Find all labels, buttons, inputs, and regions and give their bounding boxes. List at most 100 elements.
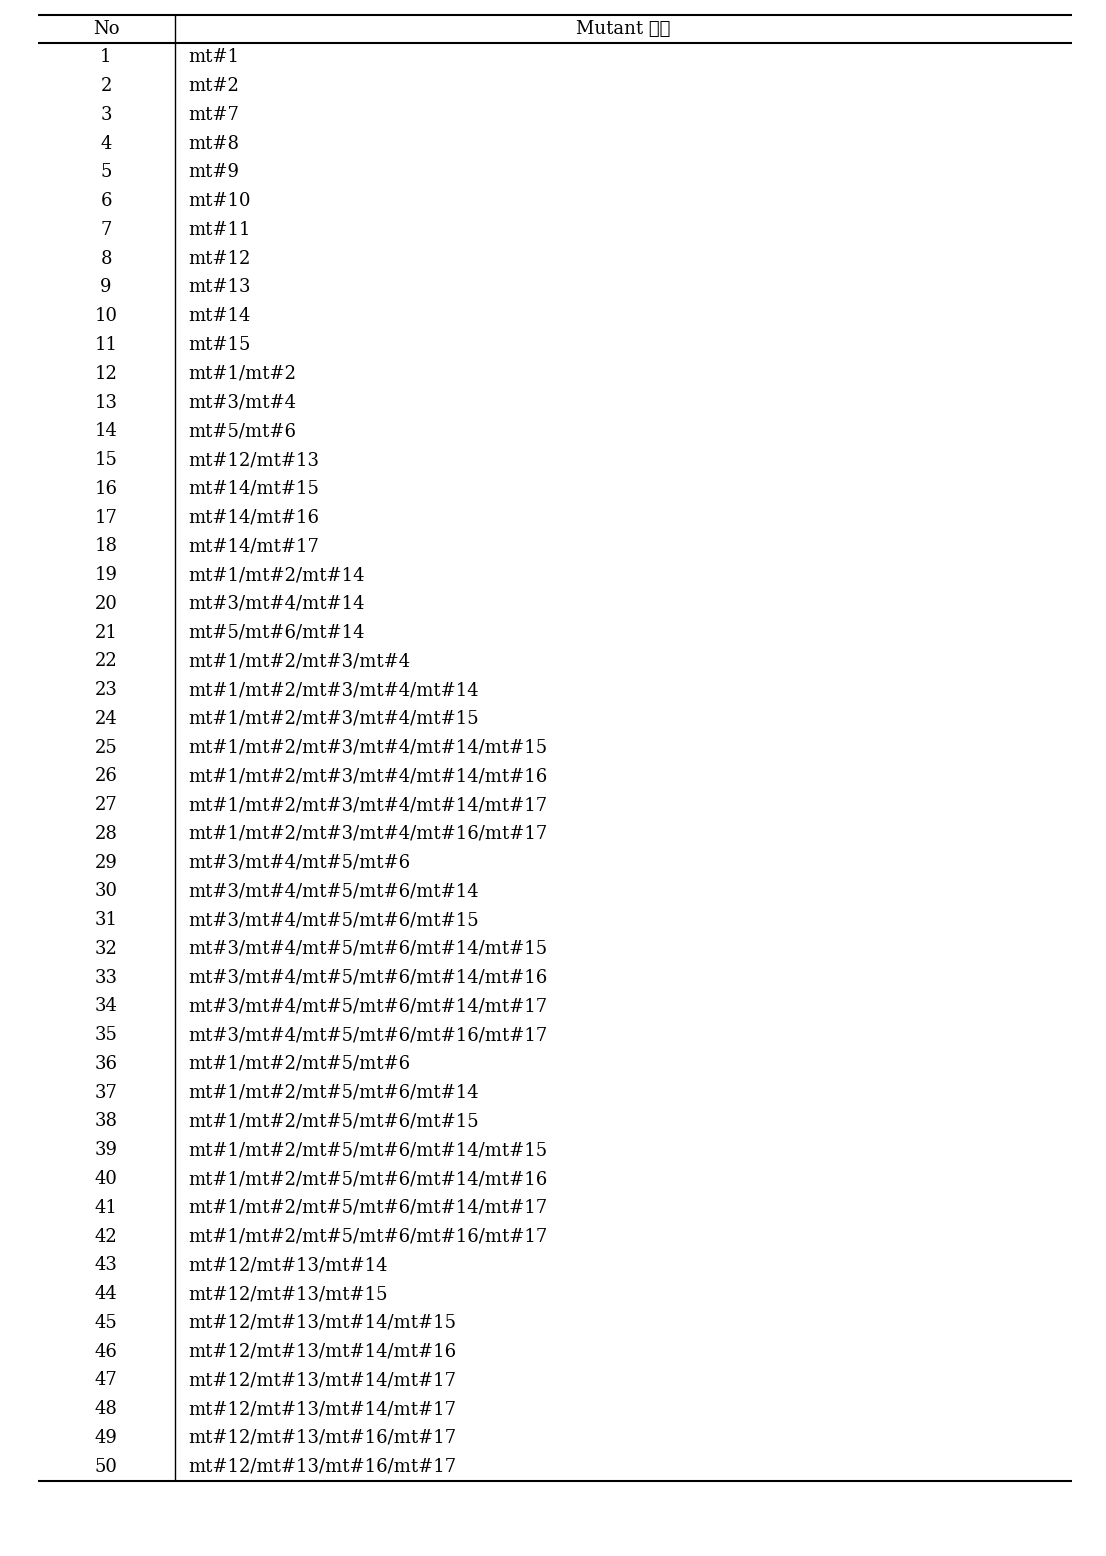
Text: 37: 37 (94, 1083, 117, 1102)
Text: mt#3/mt#4: mt#3/mt#4 (188, 394, 296, 411)
Text: 13: 13 (94, 394, 117, 411)
Text: mt#1/mt#2/mt#3/mt#4/mt#14: mt#1/mt#2/mt#3/mt#4/mt#14 (188, 682, 479, 699)
Text: mt#12/mt#13/mt#16/mt#17: mt#12/mt#13/mt#16/mt#17 (188, 1428, 456, 1447)
Text: mt#1/mt#2/mt#3/mt#4/mt#15: mt#1/mt#2/mt#3/mt#4/mt#15 (188, 710, 479, 728)
Text: 33: 33 (94, 969, 117, 987)
Text: mt#1/mt#2/mt#5/mt#6/mt#14/mt#16: mt#1/mt#2/mt#5/mt#6/mt#14/mt#16 (188, 1170, 547, 1189)
Text: 40: 40 (94, 1170, 117, 1189)
Text: mt#3/mt#4/mt#5/mt#6/mt#14/mt#15: mt#3/mt#4/mt#5/mt#6/mt#14/mt#15 (188, 940, 547, 958)
Text: 2: 2 (101, 78, 112, 95)
Text: 19: 19 (94, 566, 117, 584)
Text: 23: 23 (94, 682, 117, 699)
Text: Mutant 종류: Mutant 종류 (576, 20, 670, 37)
Text: 12: 12 (94, 364, 117, 383)
Text: 43: 43 (94, 1256, 117, 1274)
Text: 32: 32 (94, 940, 117, 958)
Text: mt#14: mt#14 (188, 307, 250, 325)
Text: 48: 48 (94, 1400, 117, 1418)
Text: 50: 50 (94, 1458, 117, 1475)
Text: 22: 22 (95, 652, 117, 671)
Text: 9: 9 (101, 279, 112, 297)
Text: mt#1/mt#2/mt#5/mt#6/mt#14: mt#1/mt#2/mt#5/mt#6/mt#14 (188, 1083, 479, 1102)
Text: 11: 11 (94, 336, 117, 353)
Text: mt#3/mt#4/mt#5/mt#6/mt#14: mt#3/mt#4/mt#5/mt#6/mt#14 (188, 882, 479, 901)
Text: 44: 44 (95, 1285, 117, 1302)
Text: mt#14/mt#16: mt#14/mt#16 (188, 509, 319, 526)
Text: mt#3/mt#4/mt#5/mt#6/mt#16/mt#17: mt#3/mt#4/mt#5/mt#6/mt#16/mt#17 (188, 1027, 547, 1044)
Text: mt#3/mt#4/mt#5/mt#6: mt#3/mt#4/mt#5/mt#6 (188, 854, 410, 871)
Text: 29: 29 (94, 854, 117, 871)
Text: 42: 42 (95, 1228, 117, 1245)
Text: mt#5/mt#6: mt#5/mt#6 (188, 422, 296, 440)
Text: 20: 20 (94, 594, 117, 613)
Text: mt#12/mt#13/mt#14/mt#17: mt#12/mt#13/mt#14/mt#17 (188, 1371, 456, 1390)
Text: 36: 36 (94, 1055, 117, 1074)
Text: mt#3/mt#4/mt#5/mt#6/mt#14/mt#16: mt#3/mt#4/mt#5/mt#6/mt#14/mt#16 (188, 969, 547, 987)
Text: mt#12/mt#13/mt#14/mt#15: mt#12/mt#13/mt#14/mt#15 (188, 1313, 456, 1332)
Text: mt#1/mt#2/mt#5/mt#6/mt#14/mt#15: mt#1/mt#2/mt#5/mt#6/mt#14/mt#15 (188, 1141, 547, 1159)
Text: mt#12: mt#12 (188, 249, 250, 268)
Text: 27: 27 (95, 797, 117, 814)
Text: 17: 17 (94, 509, 117, 526)
Text: 5: 5 (101, 163, 112, 182)
Text: 47: 47 (95, 1371, 117, 1390)
Text: mt#12/mt#13/mt#14/mt#17: mt#12/mt#13/mt#14/mt#17 (188, 1400, 456, 1418)
Text: mt#8: mt#8 (188, 135, 239, 152)
Text: 35: 35 (94, 1027, 117, 1044)
Text: 45: 45 (95, 1313, 117, 1332)
Text: 49: 49 (94, 1428, 117, 1447)
Text: 39: 39 (94, 1141, 117, 1159)
Text: mt#1/mt#2/mt#14: mt#1/mt#2/mt#14 (188, 566, 365, 584)
Text: 26: 26 (94, 767, 117, 786)
Text: mt#1/mt#2/mt#3/mt#4/mt#16/mt#17: mt#1/mt#2/mt#3/mt#4/mt#16/mt#17 (188, 825, 547, 843)
Text: 46: 46 (94, 1343, 117, 1360)
Text: mt#1/mt#2/mt#3/mt#4/mt#14/mt#15: mt#1/mt#2/mt#3/mt#4/mt#14/mt#15 (188, 739, 547, 756)
Text: 14: 14 (94, 422, 117, 440)
Text: mt#13: mt#13 (188, 279, 250, 297)
Text: mt#15: mt#15 (188, 336, 250, 353)
Text: 21: 21 (94, 624, 117, 641)
Text: 4: 4 (101, 135, 112, 152)
Text: mt#1/mt#2/mt#3/mt#4/mt#14/mt#17: mt#1/mt#2/mt#3/mt#4/mt#14/mt#17 (188, 797, 547, 814)
Text: 15: 15 (94, 451, 117, 468)
Text: mt#12/mt#13: mt#12/mt#13 (188, 451, 319, 468)
Text: mt#12/mt#13/mt#15: mt#12/mt#13/mt#15 (188, 1285, 387, 1302)
Text: 34: 34 (94, 997, 117, 1016)
Text: mt#1/mt#2: mt#1/mt#2 (188, 364, 296, 383)
Text: mt#12/mt#13/mt#16/mt#17: mt#12/mt#13/mt#16/mt#17 (188, 1458, 456, 1475)
Text: 30: 30 (94, 882, 117, 901)
Text: 10: 10 (94, 307, 117, 325)
Text: 7: 7 (101, 221, 112, 240)
Text: No: No (93, 20, 119, 37)
Text: 24: 24 (95, 710, 117, 728)
Text: mt#1/mt#2/mt#5/mt#6/mt#16/mt#17: mt#1/mt#2/mt#5/mt#6/mt#16/mt#17 (188, 1228, 547, 1245)
Text: 18: 18 (94, 537, 117, 555)
Text: mt#9: mt#9 (188, 163, 239, 182)
Text: mt#14/mt#15: mt#14/mt#15 (188, 479, 319, 498)
Text: mt#3/mt#4/mt#5/mt#6/mt#15: mt#3/mt#4/mt#5/mt#6/mt#15 (188, 912, 479, 929)
Text: 31: 31 (94, 912, 117, 929)
Text: 3: 3 (101, 106, 112, 124)
Text: mt#1: mt#1 (188, 48, 239, 67)
Text: mt#2: mt#2 (188, 78, 239, 95)
Text: 38: 38 (94, 1113, 117, 1131)
Text: 41: 41 (94, 1198, 117, 1217)
Text: 16: 16 (94, 479, 117, 498)
Text: mt#3/mt#4/mt#14: mt#3/mt#4/mt#14 (188, 594, 365, 613)
Text: 1: 1 (101, 48, 112, 67)
Text: mt#3/mt#4/mt#5/mt#6/mt#14/mt#17: mt#3/mt#4/mt#5/mt#6/mt#14/mt#17 (188, 997, 547, 1016)
Text: mt#14/mt#17: mt#14/mt#17 (188, 537, 319, 555)
Text: mt#1/mt#2/mt#3/mt#4: mt#1/mt#2/mt#3/mt#4 (188, 652, 410, 671)
Text: mt#11: mt#11 (188, 221, 250, 240)
Text: mt#1/mt#2/mt#5/mt#6/mt#14/mt#17: mt#1/mt#2/mt#5/mt#6/mt#14/mt#17 (188, 1198, 547, 1217)
Text: 6: 6 (101, 193, 112, 210)
Text: mt#5/mt#6/mt#14: mt#5/mt#6/mt#14 (188, 624, 365, 641)
Text: 28: 28 (94, 825, 117, 843)
Text: mt#12/mt#13/mt#14/mt#16: mt#12/mt#13/mt#14/mt#16 (188, 1343, 456, 1360)
Text: mt#10: mt#10 (188, 193, 250, 210)
Text: 25: 25 (95, 739, 117, 756)
Text: mt#1/mt#2/mt#5/mt#6: mt#1/mt#2/mt#5/mt#6 (188, 1055, 410, 1074)
Text: mt#1/mt#2/mt#3/mt#4/mt#14/mt#16: mt#1/mt#2/mt#3/mt#4/mt#14/mt#16 (188, 767, 547, 786)
Text: mt#1/mt#2/mt#5/mt#6/mt#15: mt#1/mt#2/mt#5/mt#6/mt#15 (188, 1113, 479, 1131)
Text: 8: 8 (101, 249, 112, 268)
